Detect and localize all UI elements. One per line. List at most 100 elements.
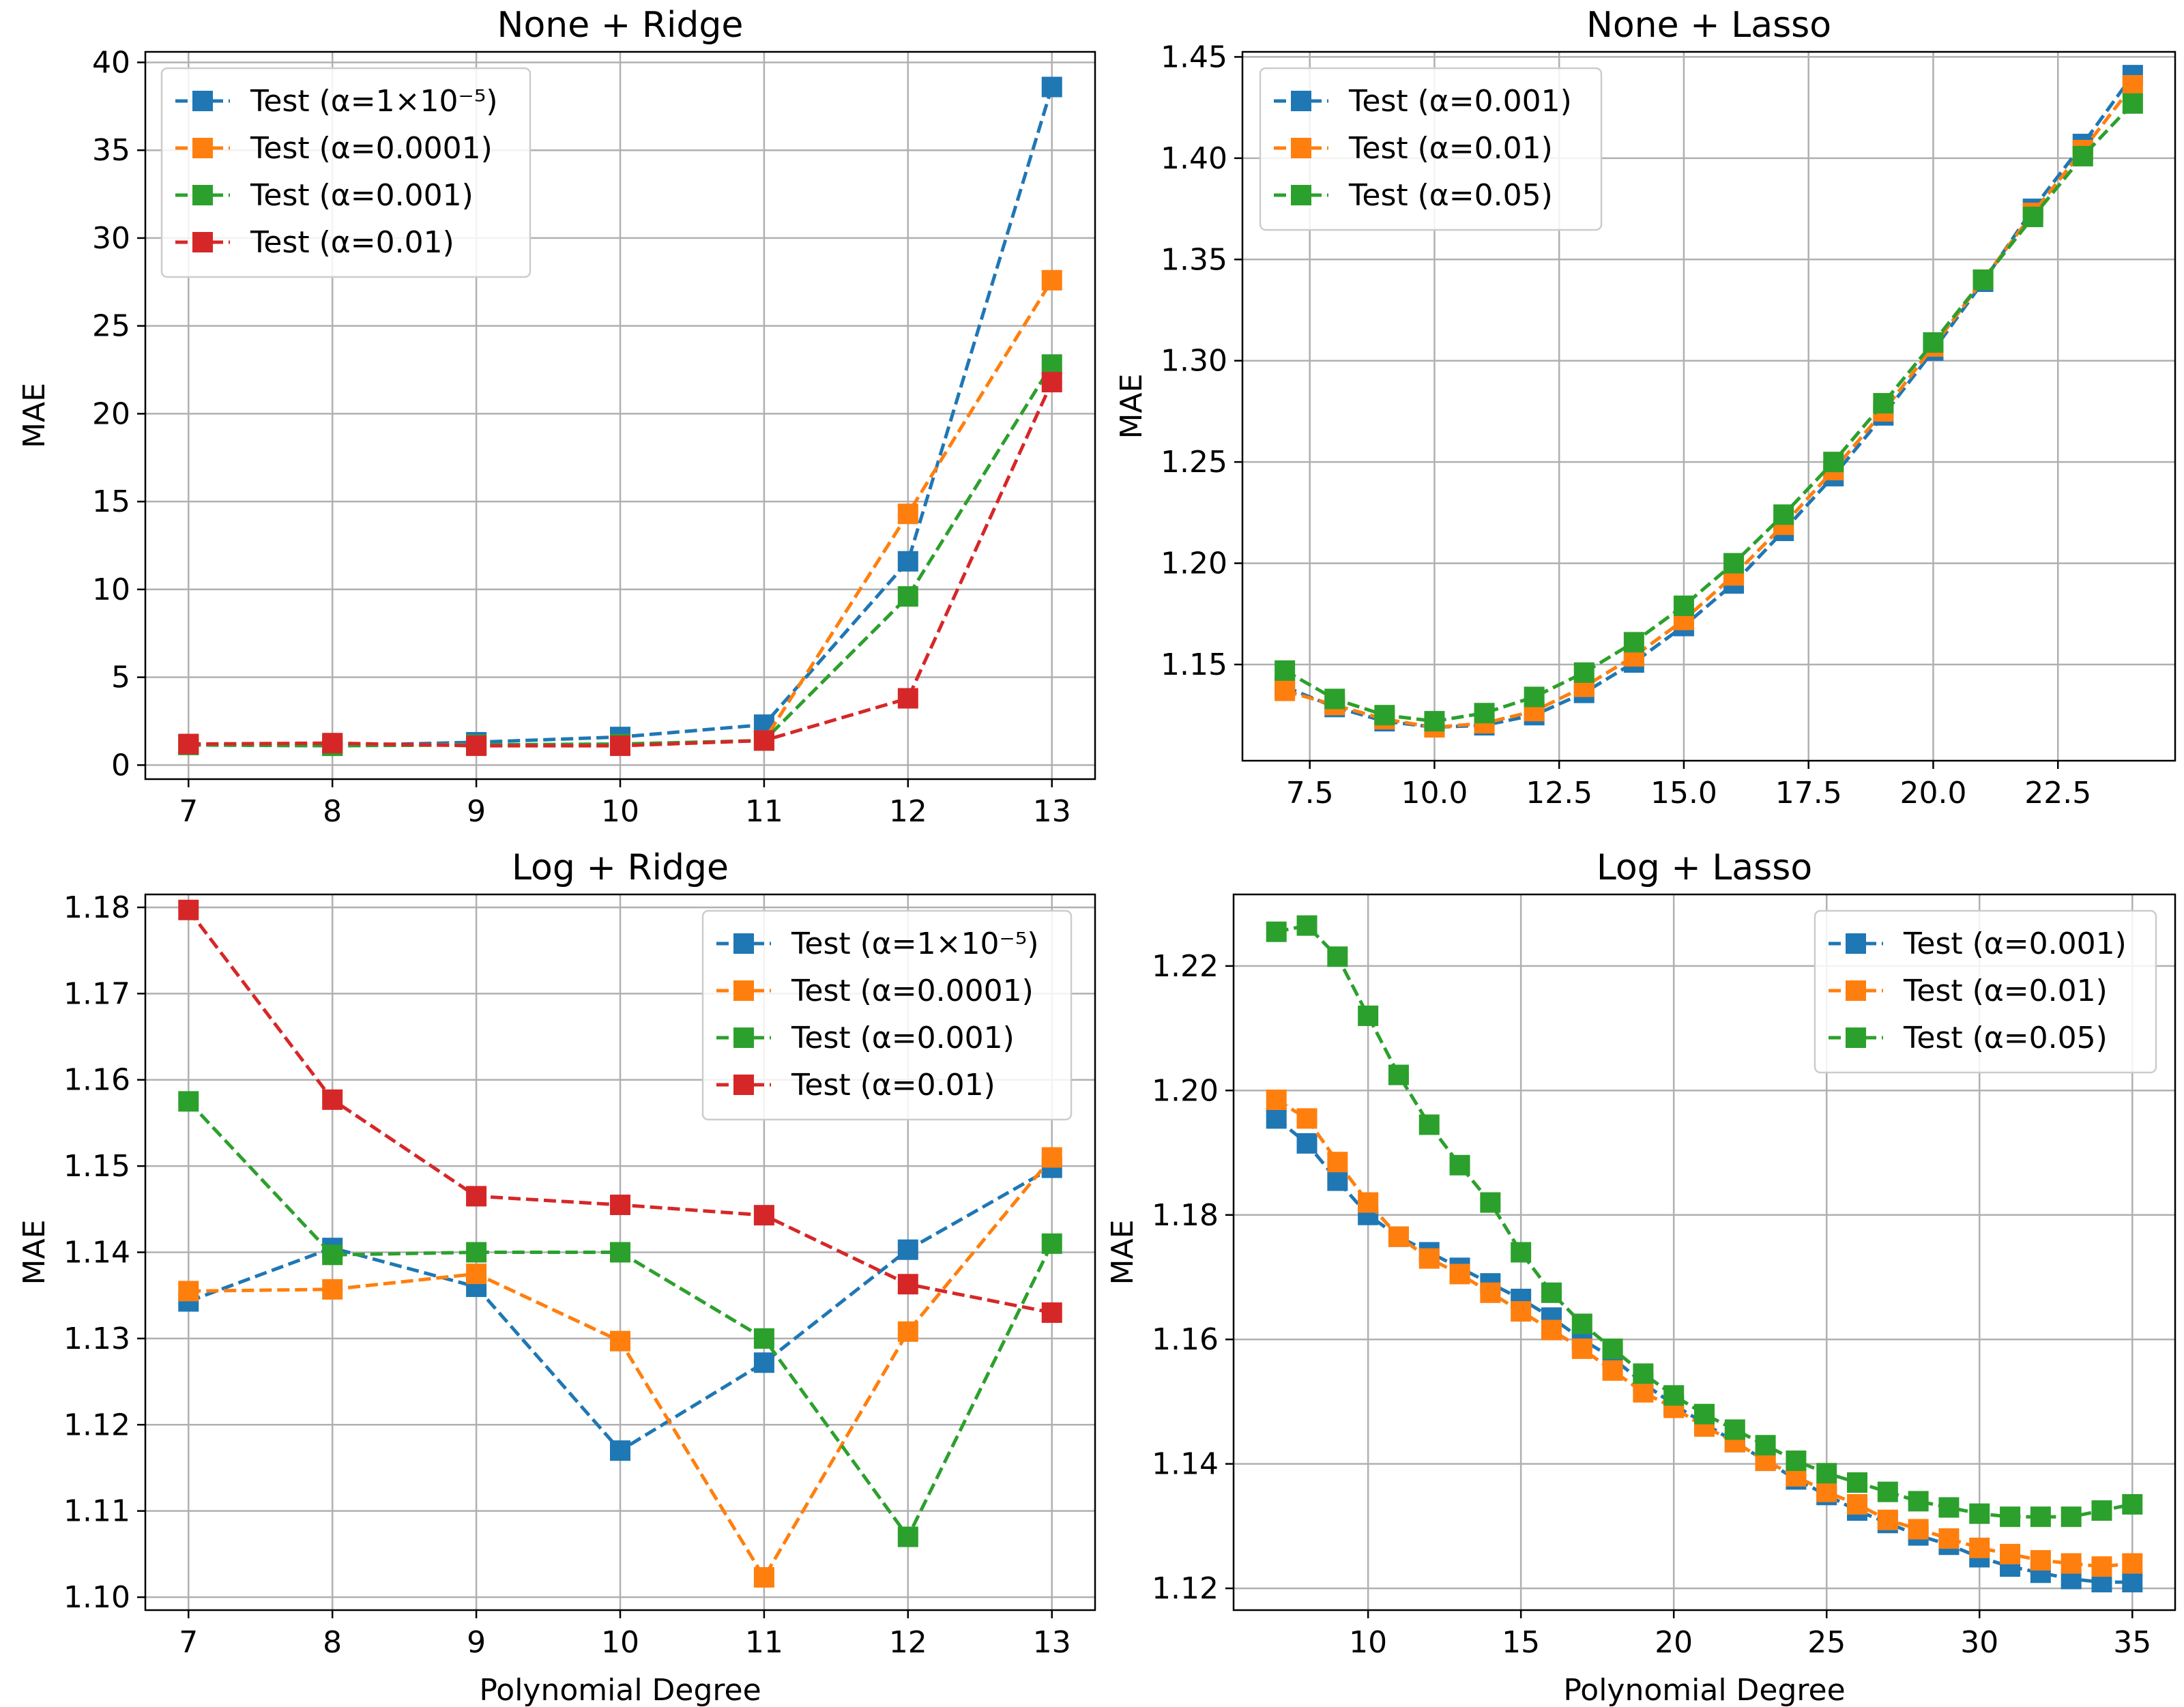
- legend-box: [701, 909, 1073, 1121]
- data-point: [1275, 680, 1296, 701]
- x-tick-label: 17.5: [1775, 776, 1842, 811]
- y-tick-label: 1.18: [1152, 1198, 1219, 1233]
- y-tick-label: 1.16: [63, 1063, 130, 1098]
- y-tick-label: 1.18: [63, 890, 130, 925]
- data-point: [322, 1089, 343, 1110]
- x-tick-label: 15: [1502, 1625, 1540, 1660]
- legend-marker: [733, 1075, 754, 1095]
- data-point: [1773, 504, 1794, 525]
- legend-marker: [733, 1027, 754, 1048]
- data-point: [1324, 688, 1345, 710]
- data-point: [178, 1281, 199, 1302]
- data-point: [1266, 921, 1287, 942]
- series-3: [1266, 915, 2143, 1528]
- data-point: [1571, 1313, 1592, 1334]
- data-point: [753, 1328, 774, 1349]
- y-tick-label: 1.10: [63, 1580, 130, 1615]
- data-point: [2061, 1506, 2082, 1528]
- data-point: [1474, 703, 1495, 724]
- data-point: [1573, 662, 1595, 683]
- data-point: [1816, 1481, 1837, 1502]
- grid-lines: [145, 52, 1095, 779]
- y-tick-label: 1.12: [63, 1407, 130, 1442]
- data-point: [1938, 1528, 1960, 1549]
- legend-label: Test (α=0.001): [1903, 927, 2127, 961]
- y-tick-label: 1.25: [1161, 445, 1227, 480]
- data-point: [897, 504, 918, 525]
- data-point: [897, 586, 918, 607]
- legend-label: Test (α=1×10⁻⁵): [250, 84, 498, 119]
- y-tick-label: 1.30: [1161, 344, 1227, 379]
- data-point: [2072, 145, 2093, 166]
- data-point: [610, 1440, 630, 1461]
- y-tick-label: 30: [92, 221, 130, 256]
- data-point: [897, 551, 918, 572]
- legend-box: [160, 67, 532, 278]
- legend-marker: [1291, 138, 1311, 158]
- data-point: [1358, 1005, 1379, 1026]
- data-point: [1041, 1302, 1062, 1323]
- x-tick-label: 8: [323, 794, 342, 829]
- data-point: [897, 1526, 918, 1547]
- y-tick-label: 1.20: [1152, 1073, 1219, 1108]
- data-point: [322, 733, 343, 754]
- x-tick-label: 15.0: [1650, 776, 1717, 811]
- y-tick-label: 1.17: [63, 976, 130, 1011]
- legend-marker: [192, 138, 213, 158]
- data-point: [1969, 1537, 1990, 1558]
- data-point: [1908, 1519, 1929, 1540]
- y-tick-label: 1.20: [1161, 546, 1227, 581]
- legend-label: Test (α=0.0001): [250, 131, 493, 166]
- y-tick-label: 1.16: [1152, 1322, 1219, 1357]
- chart-panel-2: 7.5 10.0 12.5 15.0 17.5 20.0 22.5 1.15 1.20 1.25 1…: [1114, 5, 2176, 811]
- y-tick-label: 10: [92, 572, 130, 607]
- x-axis-label: Polynomial Degree: [1563, 1673, 1845, 1707]
- data-point: [1633, 1382, 1654, 1403]
- x-tick-label: 11: [745, 794, 783, 829]
- data-point: [753, 1352, 774, 1373]
- x-tick-label: 10: [601, 794, 639, 829]
- data-point: [2022, 206, 2043, 227]
- data-point: [2030, 1506, 2051, 1528]
- legend-label: Test (α=0.0001): [791, 974, 1034, 1008]
- y-axis-label: MAE: [1114, 374, 1149, 439]
- data-point: [1449, 1264, 1470, 1285]
- legend-label: Test (α=0.05): [1903, 1021, 2108, 1055]
- y-tick-label: 1.11: [63, 1494, 130, 1529]
- legend-label: Test (α=0.001): [791, 1021, 1015, 1055]
- data-point: [1633, 1363, 1654, 1384]
- data-point: [1786, 1450, 1807, 1472]
- data-point: [1541, 1319, 1562, 1341]
- data-point: [610, 1330, 630, 1352]
- data-point: [1847, 1472, 1868, 1493]
- data-point: [178, 899, 199, 920]
- chart-panel-3: 7 8 9 10 11 12 13 1.10 1.11 1.12 1.13 1.14 1.15 1.16 1…: [17, 847, 1096, 1707]
- data-point: [1266, 1108, 1287, 1129]
- data-point: [1296, 915, 1317, 936]
- x-tick-label: 12: [889, 1625, 927, 1660]
- x-tick-label: 11: [745, 1625, 783, 1660]
- data-point: [1296, 1133, 1317, 1154]
- data-point: [2061, 1553, 2082, 1574]
- legend-marker: [192, 185, 213, 205]
- data-point: [1418, 1114, 1440, 1135]
- chart-panel-4: 10 15 20 25 30 35 1.12 1.14 1.16 1.18 1.20 1.22 Log …: [1105, 847, 2176, 1707]
- data-point: [1449, 1154, 1470, 1176]
- data-point: [1877, 1481, 1898, 1502]
- series-2: [178, 1147, 1062, 1588]
- data-point: [897, 688, 918, 709]
- legend-box: [1814, 909, 2157, 1074]
- data-point: [1724, 1419, 1745, 1440]
- x-tick-label: 7: [179, 1625, 198, 1660]
- data-point: [1041, 354, 1062, 375]
- legend-label: Test (α=0.001): [250, 178, 474, 213]
- data-point: [897, 1239, 918, 1260]
- y-tick-label: 1.14: [1152, 1447, 1219, 1482]
- data-point: [1424, 711, 1445, 732]
- data-point: [610, 1194, 630, 1215]
- legend-label: Test (α=0.001): [1348, 84, 1572, 119]
- data-point: [1816, 1463, 1837, 1484]
- legend-marker: [733, 980, 754, 1001]
- chart-title: Log + Ridge: [512, 847, 729, 888]
- data-point: [1327, 1152, 1348, 1173]
